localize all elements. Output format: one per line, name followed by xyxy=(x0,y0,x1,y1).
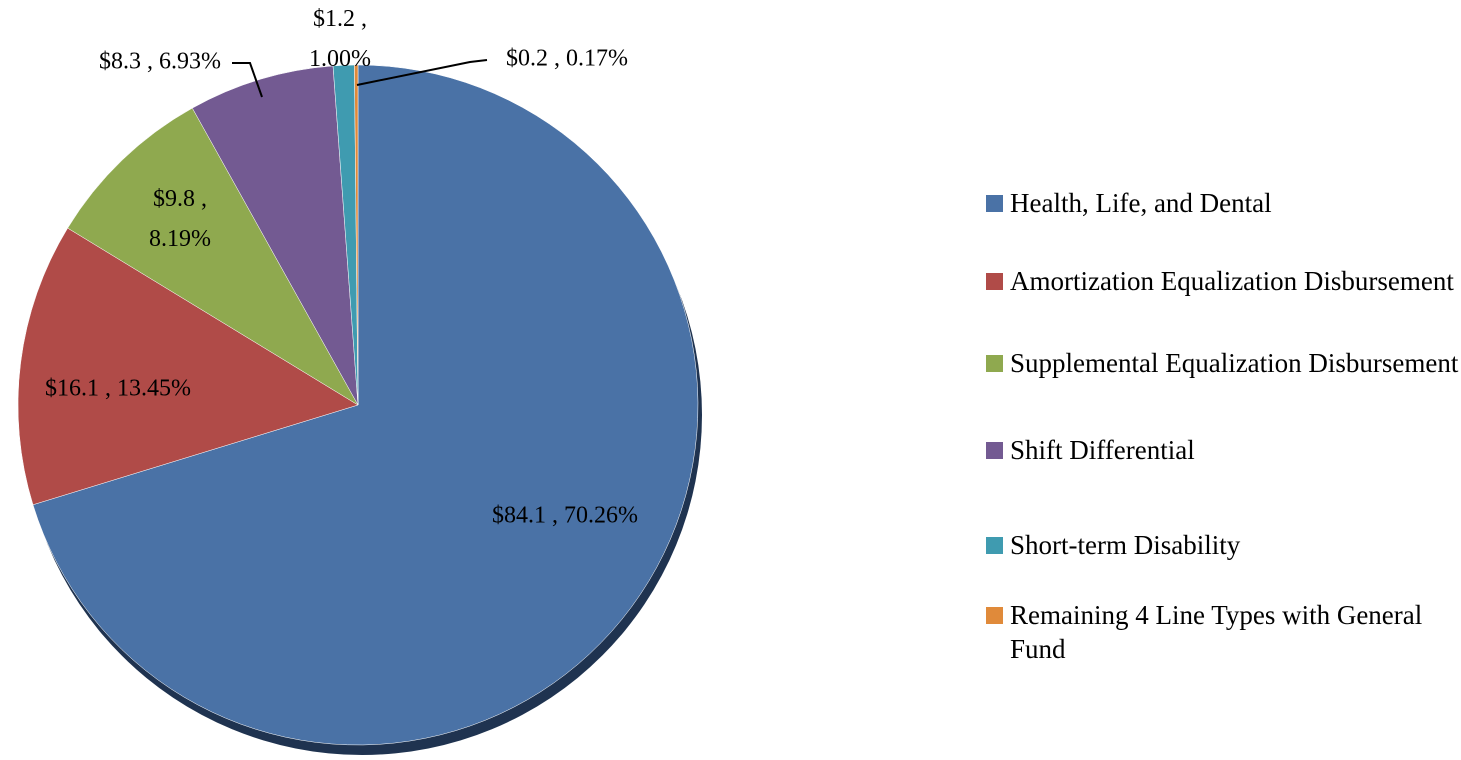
legend-item: Amortization Equalization Disbursement xyxy=(986,264,1461,298)
legend-swatch xyxy=(986,355,1003,372)
leader-line xyxy=(232,62,263,98)
legend-label: Shift Differential xyxy=(1010,435,1195,465)
legend-swatch xyxy=(986,195,1003,212)
data-label: $9.8 , 8.19% xyxy=(149,186,211,252)
pie-slice xyxy=(354,64,359,406)
pie-slice xyxy=(32,64,699,746)
legend-item: Remaining 4 Line Types with General Fund xyxy=(986,598,1461,666)
legend-item: Health, Life, and Dental xyxy=(986,186,1461,220)
legend-label: Remaining 4 Line Types with General Fund xyxy=(1010,600,1423,664)
legend-label: Health, Life, and Dental xyxy=(1010,188,1272,218)
data-label-line: $9.8 , xyxy=(153,186,207,212)
legend-label: Short-term Disability xyxy=(1010,530,1241,560)
chart: $84.1 , 70.26%$16.1 , 13.45%$9.8 , 8.19%$… xyxy=(17,6,702,755)
data-label: $84.1 , 70.26% xyxy=(492,503,638,529)
legend-swatch xyxy=(986,273,1003,290)
legend-item: Short-term Disability xyxy=(986,528,1461,562)
pie-slice xyxy=(191,65,359,406)
legend-label: Amortization Equalization Disbursement xyxy=(1010,266,1454,296)
legend-swatch xyxy=(986,607,1003,624)
data-label-line: 1.00% xyxy=(309,46,371,72)
legend-label: Supplemental Equalization Disbursement xyxy=(1010,348,1459,378)
data-label: $1.2 , 1.00% xyxy=(309,6,371,72)
leader-line xyxy=(356,59,488,86)
legend-item: Supplemental Equalization Disbursement xyxy=(986,346,1461,380)
data-label-line: $1.2 , xyxy=(313,6,367,32)
legend-swatch xyxy=(986,537,1003,554)
data-label: $0.2 , 0.17% xyxy=(506,46,628,72)
pie-slice xyxy=(67,107,359,406)
pie-slice xyxy=(17,227,359,506)
legend-swatch xyxy=(986,442,1003,459)
legend-item: Shift Differential xyxy=(986,433,1461,467)
data-label: $8.3 , 6.93% xyxy=(99,49,221,75)
data-label-line: 8.19% xyxy=(149,226,211,252)
data-label: $16.1 , 13.45% xyxy=(45,376,191,402)
